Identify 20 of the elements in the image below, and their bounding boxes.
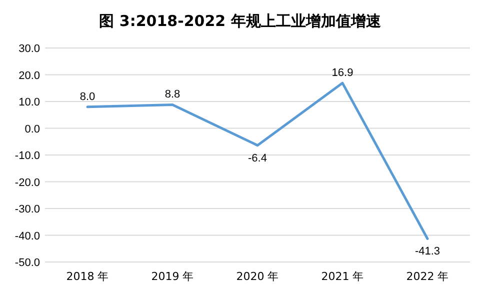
y-tick-label: -50.0 [14,257,40,269]
y-tick-label: 30.0 [18,43,40,55]
data-label: 16.9 [332,67,354,80]
y-tick-label: -40.0 [14,230,40,242]
x-tick-label: 2021 年 [321,270,364,283]
x-tick-label: 2020 年 [236,270,279,283]
data-label: -41.3 [414,246,440,258]
data-label: 8.8 [164,88,180,101]
y-tick-label: 10.0 [18,96,40,108]
y-tick-label: -20.0 [14,176,40,189]
data-label: -6.4 [248,152,267,164]
chart-title: 图 3:2018-2022 年规上工业增加值增速 [99,12,382,30]
x-tick-label: 2022 年 [406,270,449,283]
y-tick-label: -30.0 [14,204,40,216]
y-tick-label: 20.0 [18,70,40,82]
x-tick-label: 2018 年 [66,270,109,283]
y-tick-label: 0.0 [24,123,40,136]
data-label: 8.0 [80,90,96,103]
x-tick-label: 2019 年 [151,270,194,283]
y-tick-label: -10.0 [14,150,40,162]
